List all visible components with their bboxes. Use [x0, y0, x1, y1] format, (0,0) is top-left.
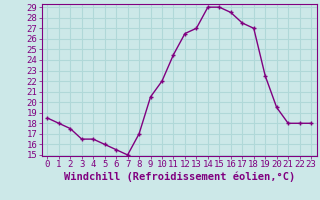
X-axis label: Windchill (Refroidissement éolien,°C): Windchill (Refroidissement éolien,°C) — [64, 172, 295, 182]
